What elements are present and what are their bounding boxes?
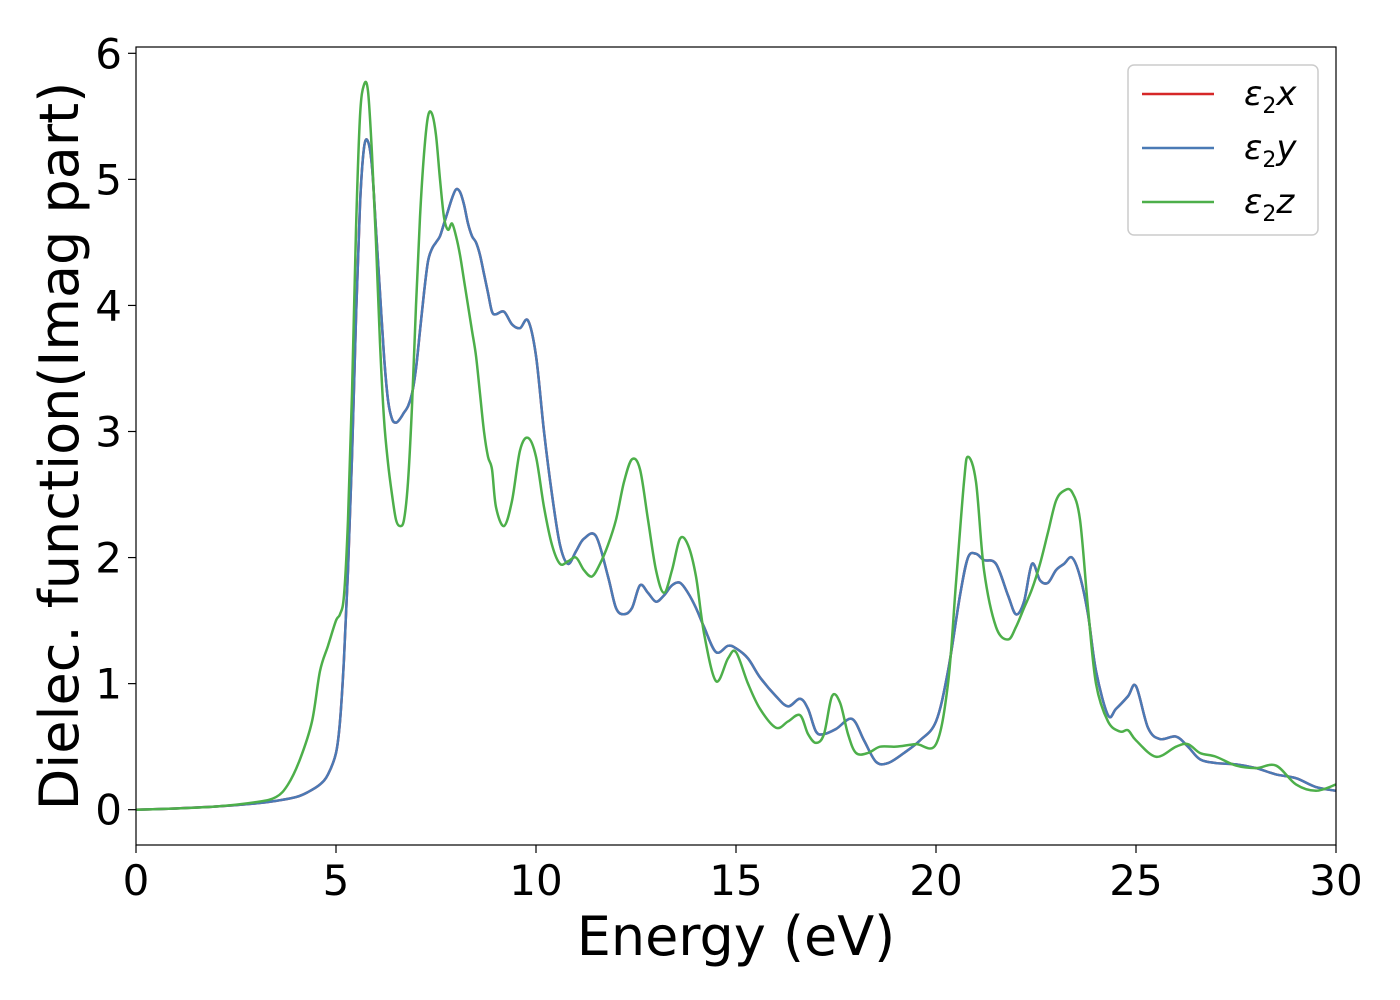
plot-area <box>135 46 1337 846</box>
x-axis: 0 5 10 15 20 25 30 <box>123 845 1363 905</box>
y-tick-label: 4 <box>95 281 122 330</box>
y-axis-label: Dielec. function(Imag part) <box>28 82 91 811</box>
legend-frame <box>1127 64 1319 236</box>
legend-label-x: ε2x <box>1244 74 1297 119</box>
legend: ε2x ε2y ε2z <box>1127 64 1319 236</box>
x-tick-label: 15 <box>709 856 762 905</box>
y-tick-label: 1 <box>95 660 122 709</box>
y-axis: 0 1 2 3 4 5 6 <box>95 29 136 835</box>
series-layer <box>136 80 1336 811</box>
legend-label-z: ε2z <box>1244 182 1295 227</box>
y-tick-label: 2 <box>95 534 122 583</box>
x-axis-label: Energy (eV) <box>577 905 896 968</box>
x-tick-label: 30 <box>1309 856 1362 905</box>
x-tick-label: 10 <box>509 856 562 905</box>
series-line-z <box>136 80 1336 811</box>
y-tick-label: 5 <box>95 155 122 204</box>
y-tick-label: 6 <box>95 29 122 78</box>
x-tick-label: 20 <box>909 856 962 905</box>
y-tick-label: 0 <box>95 786 122 835</box>
y-tick-label: 3 <box>95 408 122 457</box>
x-tick-label: 0 <box>123 856 150 905</box>
x-tick-label: 5 <box>323 856 350 905</box>
series-line-y <box>136 138 1336 811</box>
legend-label-y: ε2y <box>1244 128 1297 173</box>
x-tick-label: 25 <box>1109 856 1162 905</box>
